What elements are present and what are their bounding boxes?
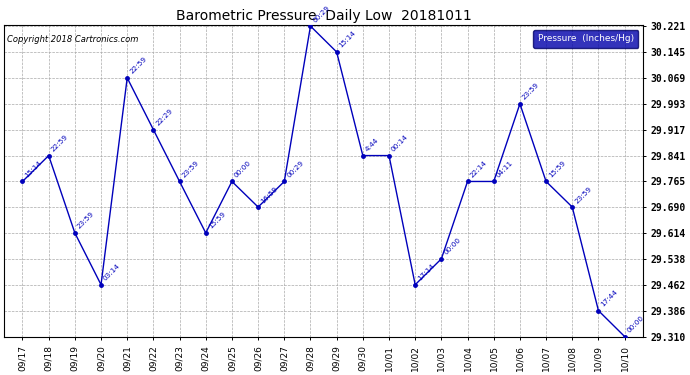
Title: Barometric Pressure  Daily Low  20181011: Barometric Pressure Daily Low 20181011 bbox=[176, 9, 471, 23]
Text: 15:59: 15:59 bbox=[547, 160, 566, 179]
Text: 15:14: 15:14 bbox=[338, 30, 357, 49]
Text: 03:14: 03:14 bbox=[102, 263, 121, 282]
Text: 15:14: 15:14 bbox=[24, 160, 43, 179]
Text: 23:59: 23:59 bbox=[76, 211, 95, 230]
Text: 4:44: 4:44 bbox=[364, 137, 380, 153]
Text: 22:29: 22:29 bbox=[155, 108, 174, 127]
Text: 00:14: 00:14 bbox=[391, 134, 409, 153]
Text: 17:44: 17:44 bbox=[600, 289, 619, 308]
Text: Copyright 2018 Cartronics.com: Copyright 2018 Cartronics.com bbox=[8, 35, 139, 44]
Text: 00:00: 00:00 bbox=[233, 160, 253, 179]
Text: 17:14: 17:14 bbox=[417, 263, 435, 282]
Text: 23:59: 23:59 bbox=[181, 160, 200, 179]
Text: 00:29: 00:29 bbox=[312, 4, 331, 23]
Text: 00:00: 00:00 bbox=[626, 315, 645, 334]
Text: 22:59: 22:59 bbox=[128, 56, 148, 75]
Text: 15:59: 15:59 bbox=[207, 211, 226, 230]
Text: 22:59: 22:59 bbox=[50, 134, 69, 153]
Text: 04:11: 04:11 bbox=[495, 160, 514, 179]
Text: 00:00: 00:00 bbox=[443, 237, 462, 256]
Legend: Pressure  (Inches/Hg): Pressure (Inches/Hg) bbox=[533, 30, 638, 48]
Text: 23:59: 23:59 bbox=[573, 185, 593, 204]
Text: 16:59: 16:59 bbox=[259, 185, 279, 204]
Text: 00:29: 00:29 bbox=[286, 160, 305, 179]
Text: 22:14: 22:14 bbox=[469, 160, 488, 179]
Text: 23:59: 23:59 bbox=[521, 82, 540, 101]
